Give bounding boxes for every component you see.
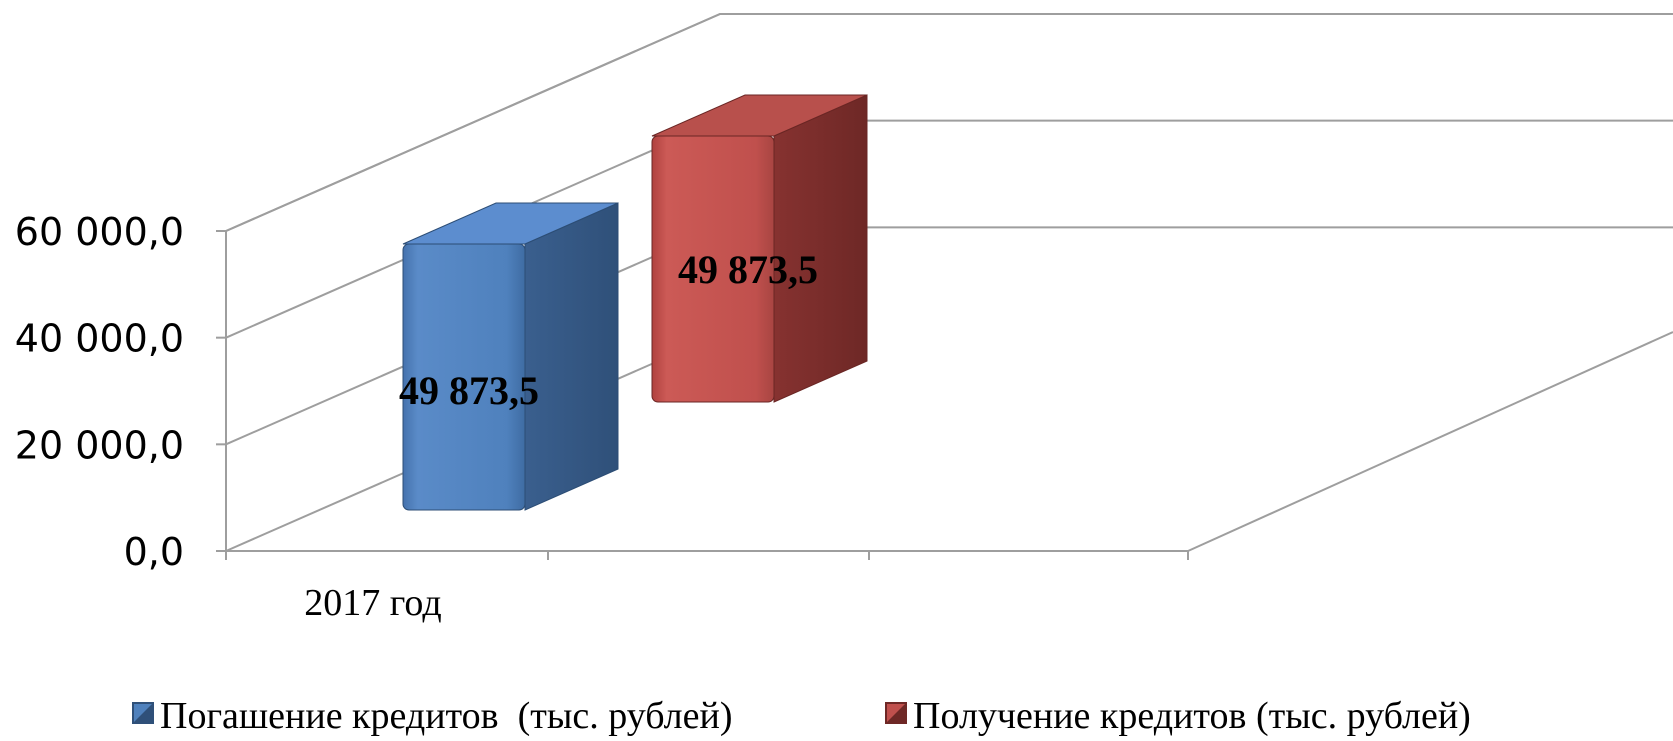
legend-label-series-1: Погашение кредитов (тыс. рублей) [160,695,732,737]
gridline [225,13,1673,232]
bar-front-face [402,243,526,511]
data-label: 49 873,5 [399,368,539,413]
bar-front-face [651,135,775,403]
y-tick-label: 60 000,0 [15,210,184,254]
legend: Погашение кредитов (тыс. рублей) Получен… [132,695,1471,737]
data-label: 49 873,5 [678,247,818,292]
y-axis: 0,0 20 000,0 40 000,0 60 000,0 [15,210,226,574]
y-tick-label: 40 000,0 [15,317,184,361]
bar-1 [402,202,619,511]
y-tick-label: 20 000,0 [15,423,184,467]
legend-label-series-2: Получение кредитов (тыс. рублей) [913,695,1471,737]
bars: 49 873,5 49 873,5 [399,94,868,511]
legend-item-series-2: Получение кредитов (тыс. рублей) [885,695,1471,737]
bar-side-face [524,202,619,511]
y-tick-label: 0,0 [124,530,184,574]
legend-item-series-1: Погашение кредитов (тыс. рублей) [132,695,732,737]
bar-2 [651,94,868,403]
floor-right-edge [1187,331,1673,552]
legend-swatch-shade [886,703,906,723]
legend-swatch-shade [133,703,153,723]
x-tick-label: 2017 год [304,582,441,624]
